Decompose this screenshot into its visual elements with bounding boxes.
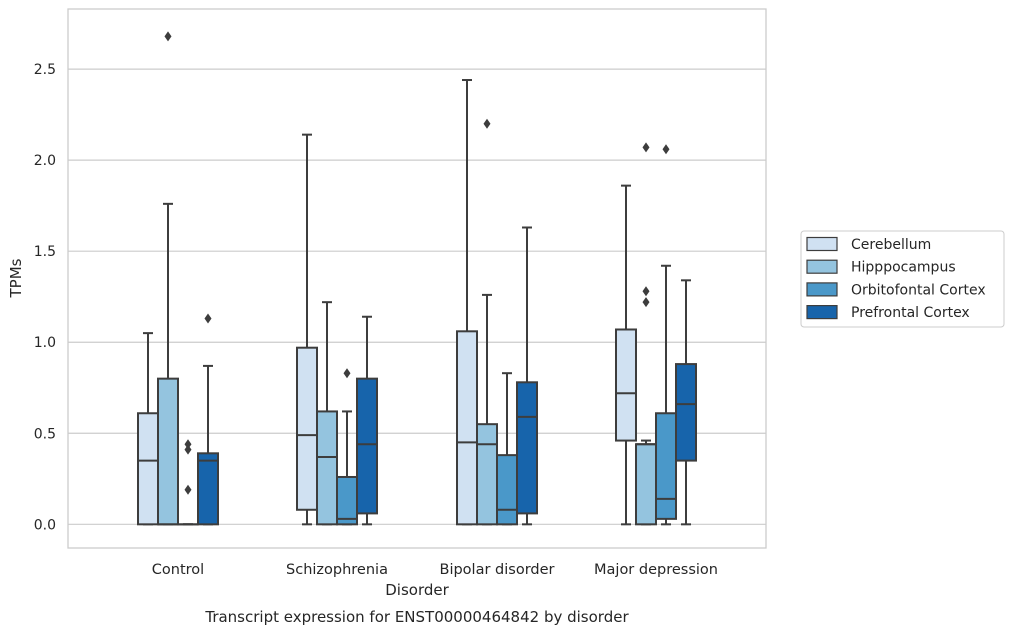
outlier-point bbox=[343, 368, 351, 379]
box-element bbox=[137, 332, 159, 526]
x-tick-label: Major depression bbox=[594, 562, 718, 578]
legend-frame bbox=[800, 230, 1005, 328]
x-tick-label: Bipolar disorder bbox=[440, 562, 555, 578]
outlier-point bbox=[642, 142, 650, 153]
box-iqr bbox=[356, 377, 378, 515]
y-tick-label: 1.5 bbox=[34, 244, 56, 260]
boxes bbox=[137, 31, 697, 526]
legend-label: Cerebellum bbox=[851, 237, 931, 253]
chart-caption: Transcript expression for ENST0000046484… bbox=[204, 608, 629, 626]
box-iqr bbox=[456, 330, 478, 526]
legend-swatch bbox=[806, 305, 838, 320]
outlier-point bbox=[483, 118, 491, 129]
outlier-point bbox=[184, 444, 192, 455]
box-element bbox=[516, 226, 538, 526]
y-tick-label: 2.0 bbox=[34, 153, 56, 169]
box-iqr bbox=[137, 412, 159, 526]
box-element bbox=[675, 279, 697, 526]
y-tick-label: 2.5 bbox=[34, 62, 56, 78]
outlier-point bbox=[184, 484, 192, 495]
outlier-point bbox=[642, 286, 650, 297]
box-element bbox=[157, 31, 179, 526]
legend-swatch bbox=[806, 282, 838, 297]
box-iqr bbox=[157, 377, 179, 526]
box-iqr bbox=[635, 443, 657, 526]
x-axis-label: Disorder bbox=[385, 581, 449, 599]
legend-swatch bbox=[806, 259, 838, 274]
y-tick-labels: 0.0 0.5 1.0 1.5 2.0 2.5 bbox=[34, 62, 56, 533]
legend-label: Prefrontal Cortex bbox=[851, 305, 970, 321]
box-element bbox=[356, 315, 378, 526]
box-element bbox=[615, 184, 637, 526]
box-iqr bbox=[496, 454, 518, 526]
x-tick-labels: Control Schizophrenia Bipolar disorder Majo… bbox=[152, 562, 718, 578]
box-element bbox=[476, 118, 498, 526]
legend-label: Orbitofontal Cortex bbox=[851, 282, 986, 298]
legend-label: Hipppocampus bbox=[851, 260, 956, 276]
box-iqr bbox=[316, 410, 338, 526]
plot-area-frame bbox=[67, 8, 767, 549]
box-element bbox=[177, 439, 199, 526]
box-iqr bbox=[336, 475, 358, 526]
legend: Cerebellum Hipppocampus Orbitofontal Corte… bbox=[800, 230, 1005, 328]
outlier-point bbox=[164, 31, 172, 42]
box-iqr bbox=[197, 452, 219, 526]
y-tick-label: 1.0 bbox=[34, 335, 56, 351]
box-iqr bbox=[516, 381, 538, 515]
box-iqr bbox=[615, 328, 637, 442]
box-element bbox=[316, 301, 338, 526]
box-iqr bbox=[476, 423, 498, 526]
x-tick-label: Schizophrenia bbox=[286, 562, 388, 578]
box-iqr bbox=[675, 363, 697, 462]
box-iqr bbox=[655, 412, 677, 520]
y-axis-label: TPMs bbox=[7, 258, 25, 298]
box-element bbox=[655, 144, 677, 526]
outlier-point bbox=[642, 297, 650, 308]
box-element bbox=[197, 313, 219, 526]
outlier-point bbox=[184, 439, 192, 450]
x-tick-label: Control bbox=[152, 562, 204, 578]
outlier-point bbox=[204, 313, 212, 324]
y-tick-label: 0.0 bbox=[34, 517, 56, 533]
box-element bbox=[296, 133, 318, 526]
legend-swatch bbox=[806, 236, 838, 252]
box-iqr bbox=[296, 346, 318, 511]
y-tick-label: 0.5 bbox=[34, 426, 56, 442]
outlier-point bbox=[662, 144, 670, 155]
